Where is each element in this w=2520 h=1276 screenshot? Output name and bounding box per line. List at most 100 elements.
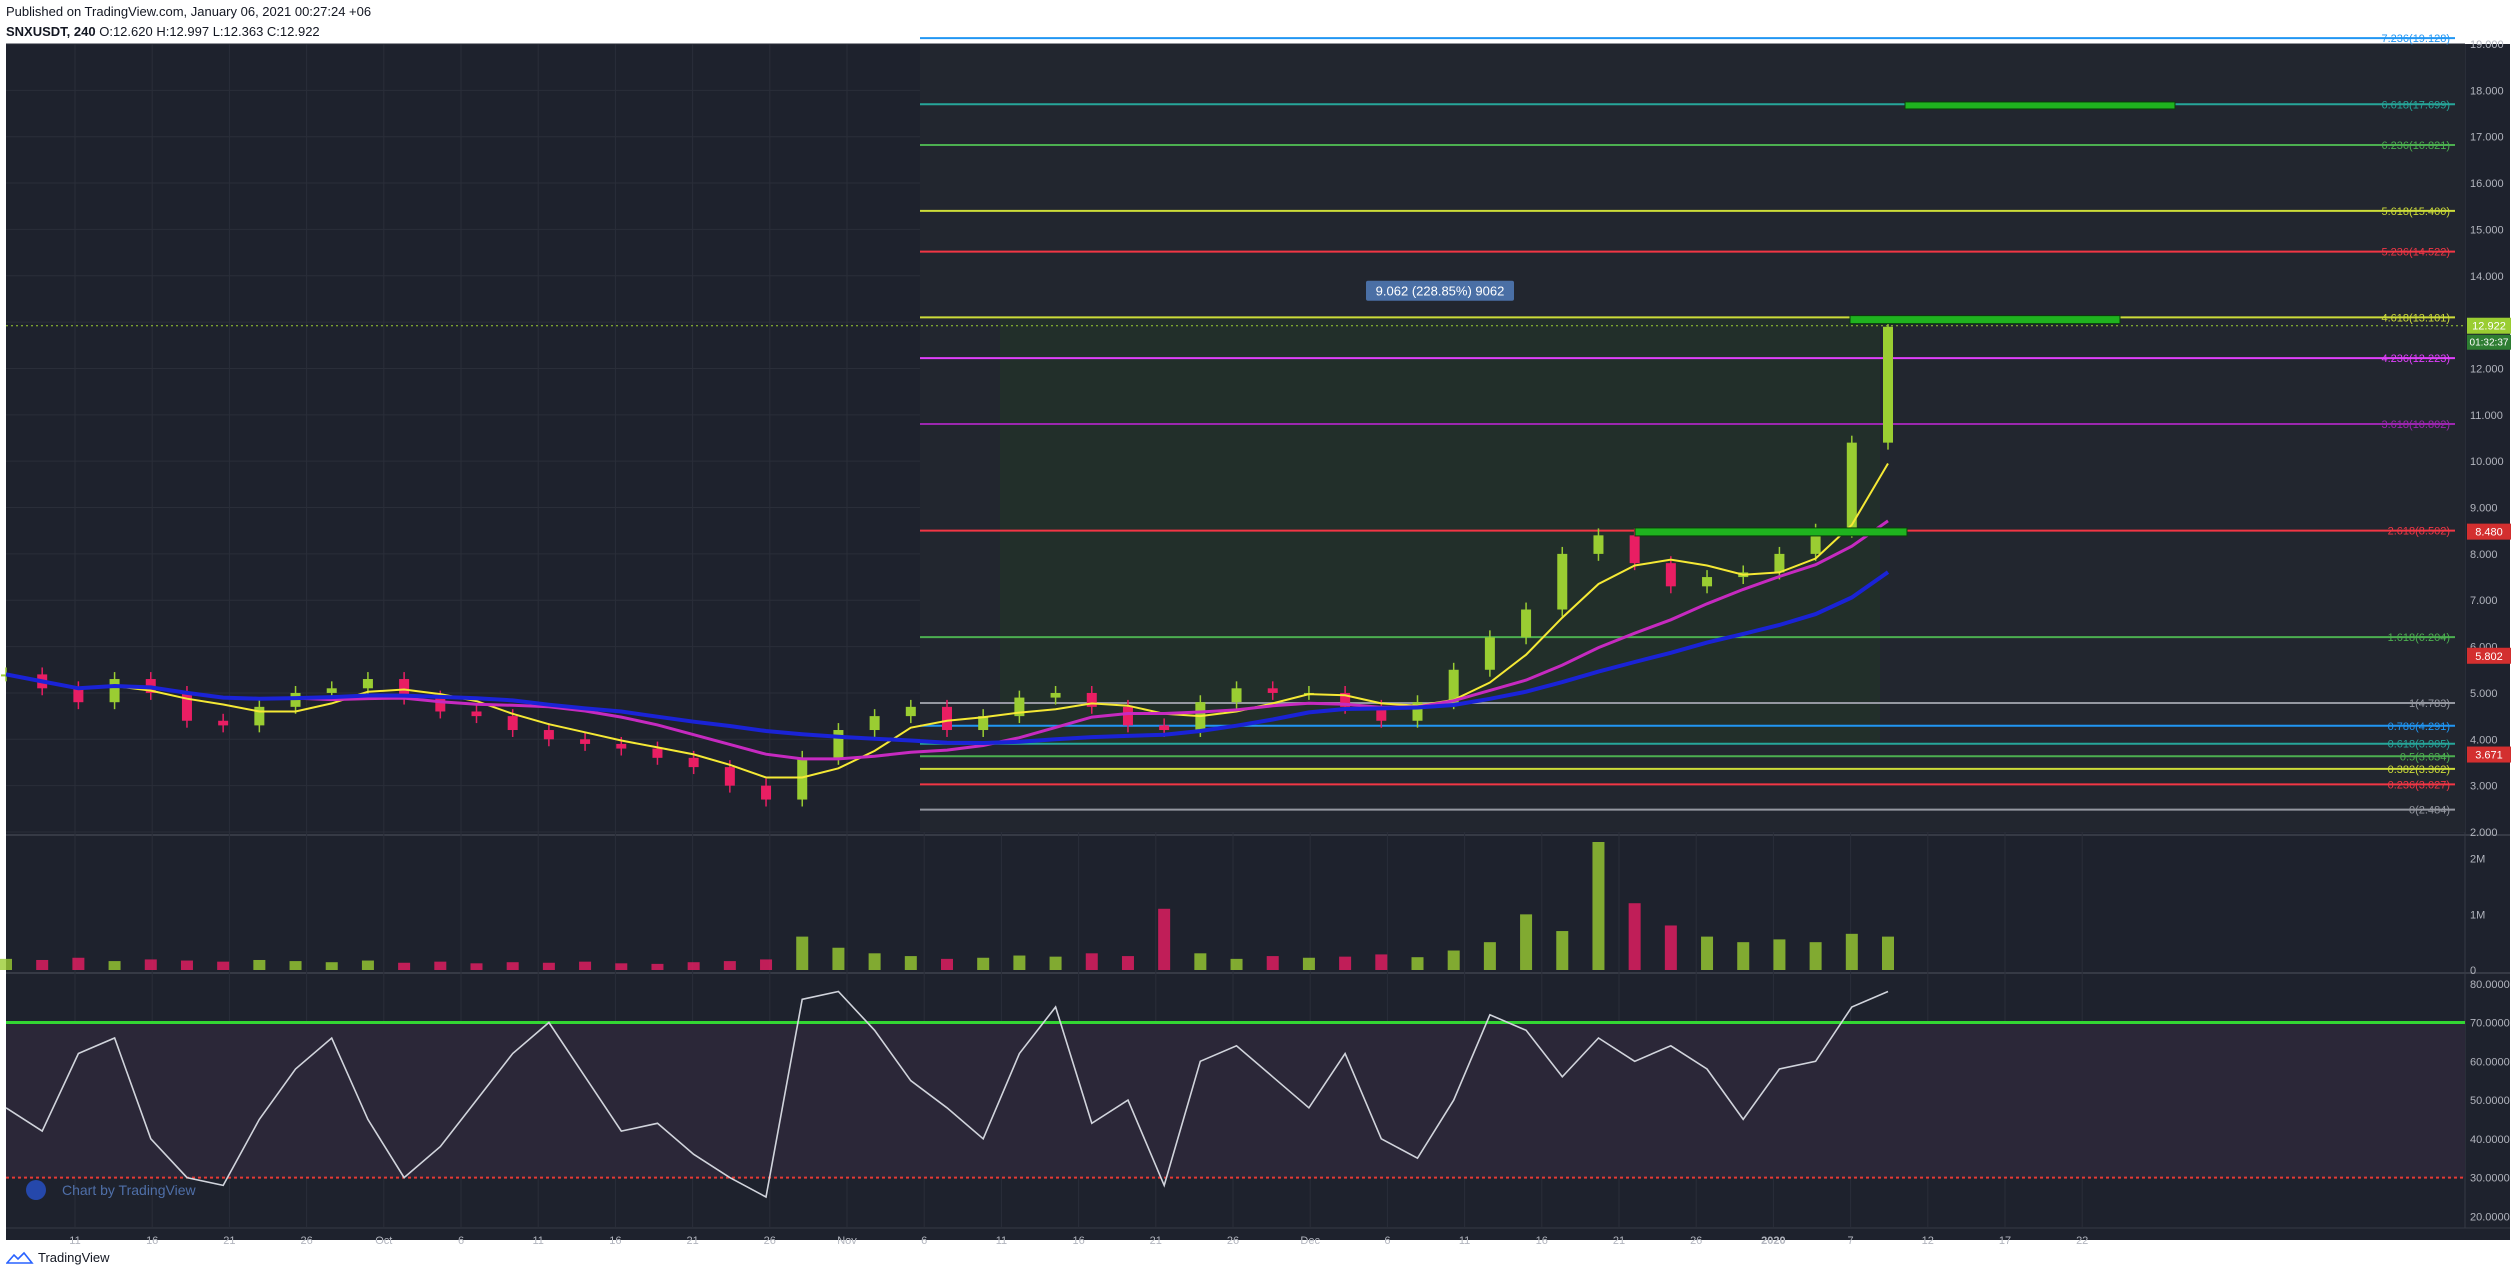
volume-bar (977, 957, 990, 970)
candle-body (1557, 553, 1568, 610)
volume-bar (760, 959, 773, 970)
rsi-tick-label: 40.0000 (2470, 1134, 2510, 1146)
x-tick-label: 11 (532, 1235, 543, 1247)
candle-body (1086, 692, 1097, 707)
volume-bar (1049, 956, 1062, 970)
volume-bar (180, 960, 193, 970)
x-tick-label: 21 (686, 1235, 698, 1247)
fib-level-label: 0(2.484) (2409, 805, 2450, 817)
fib-level-label: 0.786(4.291) (2388, 721, 2450, 733)
volume-bar (398, 962, 411, 970)
symbol-interval: SNXUSDT, 240 (6, 24, 96, 39)
price-tag (2467, 746, 2511, 763)
candle-body (869, 716, 880, 731)
rsi-tick-label: 80.0000 (2470, 979, 2510, 991)
candle-body (1267, 688, 1278, 693)
x-tick-label: 16 (1072, 1235, 1084, 1247)
footer-brand: TradingView (38, 1250, 110, 1265)
candle-body (761, 785, 772, 800)
candle-body (724, 767, 735, 786)
target-zone-rect (1904, 101, 2176, 110)
volume-pane (6, 838, 2465, 970)
volume-bar (108, 961, 121, 970)
moving-average-fast (5, 462, 1889, 779)
volume-bar (1845, 933, 1858, 970)
fib-level-label: 0.618(3.905) (2388, 739, 2450, 751)
candle-body (1521, 609, 1532, 638)
volume-bar (470, 963, 483, 970)
target-zone-rect (1849, 315, 2121, 325)
fib-level-label: 6.618(17.699) (2382, 99, 2451, 111)
volume-bar (651, 963, 664, 970)
candle-body (1774, 553, 1785, 573)
price-tag (2467, 523, 2511, 540)
measure-label-bg (1366, 280, 1514, 301)
volume-bar (1520, 914, 1533, 970)
candle-body (435, 697, 446, 712)
volume-bar (904, 956, 917, 970)
fib-level-label: 0.5(3.634) (2400, 751, 2450, 763)
rsi-line (5, 990, 1889, 1199)
moving-average-slow (5, 570, 1890, 746)
candle-body (543, 730, 554, 740)
volume-bar (217, 961, 230, 970)
y-tick-label: 19.000 (2470, 39, 2504, 51)
volume-bar (289, 961, 302, 970)
candle-body (399, 679, 410, 698)
volume-bar (1737, 942, 1750, 970)
volume-bar (72, 957, 85, 970)
fib-level-label: 4.236(12.223) (2382, 353, 2451, 365)
measure-label: 9.062 (228.85%) 9062 (1376, 284, 1505, 299)
fib-level-label: 1(4.783) (2409, 698, 2450, 710)
volume-bar (615, 963, 628, 970)
x-tick-label: 26 (1690, 1235, 1702, 1247)
chart-header: Published on TradingView.com, January 06… (6, 2, 1406, 42)
x-tick-label: 16 (609, 1235, 621, 1247)
volume-tick-label: 0 (2470, 965, 2476, 977)
candle-body (1846, 442, 1857, 531)
volume-bar (1882, 936, 1894, 970)
volume-bar (361, 960, 374, 970)
volume-bar (1266, 956, 1279, 970)
volume-bar (1809, 942, 1822, 970)
candle-body (652, 748, 663, 758)
fib-level-label: 5.618(15.400) (2382, 206, 2451, 218)
x-tick-label: 6 (921, 1235, 927, 1247)
price-tag (2467, 647, 2511, 664)
volume-bar (868, 953, 881, 970)
volume-bar (832, 947, 845, 970)
candle-body (1122, 706, 1133, 726)
candle-body (688, 757, 699, 768)
volume-bar (1230, 958, 1243, 970)
fib-level-label: 4.618(13.101) (2382, 312, 2451, 324)
x-tick-label: 2020 (1761, 1235, 1785, 1247)
fib-level-label: 6.236(16.821) (2382, 140, 2451, 152)
y-tick-label: 16.000 (2470, 178, 2504, 190)
footer: TradingView (6, 1250, 110, 1265)
volume-bar (325, 962, 338, 970)
volume-bar (36, 959, 49, 970)
countdown-tag (2467, 334, 2511, 350)
rsi-tick-label: 30.0000 (2470, 1173, 2510, 1185)
fib-level-label: 0.236(3.027) (2388, 779, 2450, 791)
volume-bar (542, 962, 555, 970)
candle-body (1883, 326, 1893, 443)
candle-body (1448, 669, 1459, 703)
watermark-logo-icon (26, 1180, 46, 1200)
y-tick-label: 7.000 (2470, 595, 2498, 607)
candle-body (978, 716, 989, 731)
candle-body (1376, 706, 1387, 721)
volume-bar (1194, 953, 1207, 970)
volume-bar (1483, 942, 1496, 970)
rsi-tick-label: 50.0000 (2470, 1095, 2510, 1107)
symbol-line: SNXUSDT, 240 O:12.620 H:12.997 L:12.363 … (6, 22, 1406, 42)
volume-bar (796, 936, 809, 970)
countdown-label: 01:32:37 (2470, 338, 2509, 349)
x-tick-label: 6 (458, 1235, 464, 1247)
volume-bar (253, 959, 266, 970)
candle-body (1014, 697, 1025, 717)
candle-body (1231, 688, 1242, 703)
candle-body (218, 720, 229, 726)
candle-body (1702, 577, 1713, 587)
